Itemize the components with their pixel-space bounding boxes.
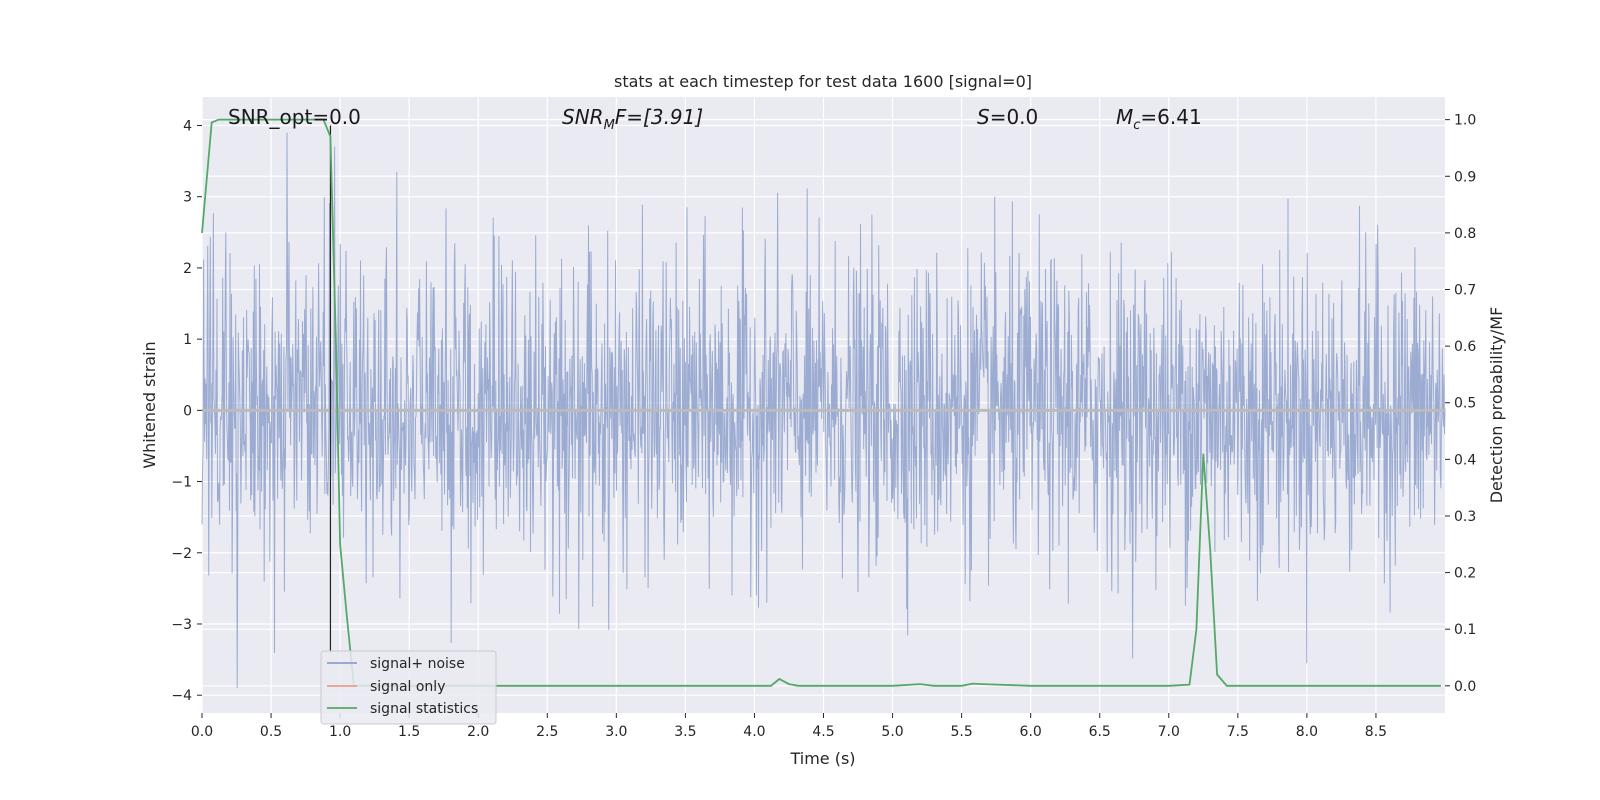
legend-label-signal-noise: signal+ noise: [370, 656, 465, 672]
x-tick-label-8: 4.0: [743, 724, 765, 740]
series-signal-noise-line: [201, 132, 1446, 689]
y-right-tick-label-3: 0.3: [1454, 509, 1476, 525]
x-tick-label-12: 6.0: [1020, 724, 1042, 740]
x-tick-label-4: 2.0: [467, 724, 489, 740]
x-axis-label: Time (s): [789, 749, 855, 768]
y-right-tick-label-1: 0.1: [1454, 622, 1476, 638]
annotation-snr-opt: SNR_opt=0.0: [228, 105, 361, 129]
x-tick-label-13: 6.5: [1089, 724, 1111, 740]
y-axis-left-label: Whitened strain: [140, 341, 159, 468]
series-signal-statistics-line: [201, 118, 1441, 687]
x-tick-label-10: 5.0: [881, 724, 903, 740]
y-left-tick-label-0: −4: [171, 688, 192, 704]
x-tick-label-16: 8.0: [1296, 724, 1318, 740]
y-left-tick-label-8: 4: [183, 118, 192, 134]
y-axis-right-label: Detection probability/MF: [1487, 307, 1506, 504]
x-tick-label-1: 0.5: [260, 724, 282, 740]
x-tick-label-3: 1.5: [398, 724, 420, 740]
x-tick-label-11: 5.5: [950, 724, 972, 740]
y-left-tick-label-6: 2: [183, 261, 192, 277]
y-left-tick-label-7: 3: [183, 190, 192, 206]
y-left-tick-label-5: 1: [183, 332, 192, 348]
legend-box: [320, 650, 497, 725]
legend: signal+ noise signal only signal statist…: [320, 650, 497, 725]
y-right-tick-label-8: 0.8: [1454, 226, 1476, 242]
y-right-tick-label-5: 0.5: [1454, 396, 1476, 412]
y-left-tick-label-2: −2: [171, 546, 192, 562]
legend-label-signal-statistics: signal statistics: [370, 701, 478, 717]
x-tick-label-5: 2.5: [536, 724, 558, 740]
annotation-s: S=0.0: [977, 105, 1038, 129]
chart-title: stats at each timestep for test data 160…: [614, 72, 1032, 91]
y-right-tick-label-2: 0.2: [1454, 566, 1476, 582]
x-tick-label-15: 7.5: [1227, 724, 1249, 740]
x-tick-label-2: 1.0: [329, 724, 351, 740]
y-right-tick-label-9: 0.9: [1454, 169, 1476, 185]
y-right-tick-label-6: 0.6: [1454, 339, 1476, 355]
x-tick-label-0: 0.0: [191, 724, 213, 740]
series-signal-noise: [201, 132, 1446, 689]
y-left-tick-label-1: −3: [171, 617, 192, 633]
annotation-mc: Mc=6.41: [1116, 105, 1202, 133]
y-axis-right-ticks: 0.0 0.1 0.2 0.3 0.4 0.5 0.6 0.7 0.8 0.9 1.0: [1445, 113, 1476, 695]
x-axis-ticks: 0.0 0.5 1.0 1.5 2.0 2.5 3.0 3.5 4.0 4.5 5.0 5.5 6.0 6…: [191, 713, 1387, 740]
x-tick-label-9: 4.5: [812, 724, 834, 740]
x-tick-label-17: 8.5: [1365, 724, 1387, 740]
x-tick-label-7: 3.5: [674, 724, 696, 740]
y-left-tick-label-3: −1: [171, 475, 192, 491]
x-tick-label-6: 3.0: [605, 724, 627, 740]
x-tick-label-14: 7.0: [1158, 724, 1180, 740]
y-axis-left-ticks: −4 −3 −2 −1 0 1 2 3 4: [171, 118, 202, 704]
y-left-tick-label-4: 0: [183, 403, 192, 419]
annotation-snr-mf: SNRMF=[3.91]: [562, 105, 703, 133]
legend-label-signal-only: signal only: [370, 679, 445, 695]
y-right-tick-label-0: 0.0: [1454, 679, 1476, 695]
y-right-tick-label-7: 0.7: [1454, 283, 1476, 299]
y-right-tick-label-4: 0.4: [1454, 452, 1476, 468]
y-right-tick-label-10: 1.0: [1454, 113, 1476, 129]
